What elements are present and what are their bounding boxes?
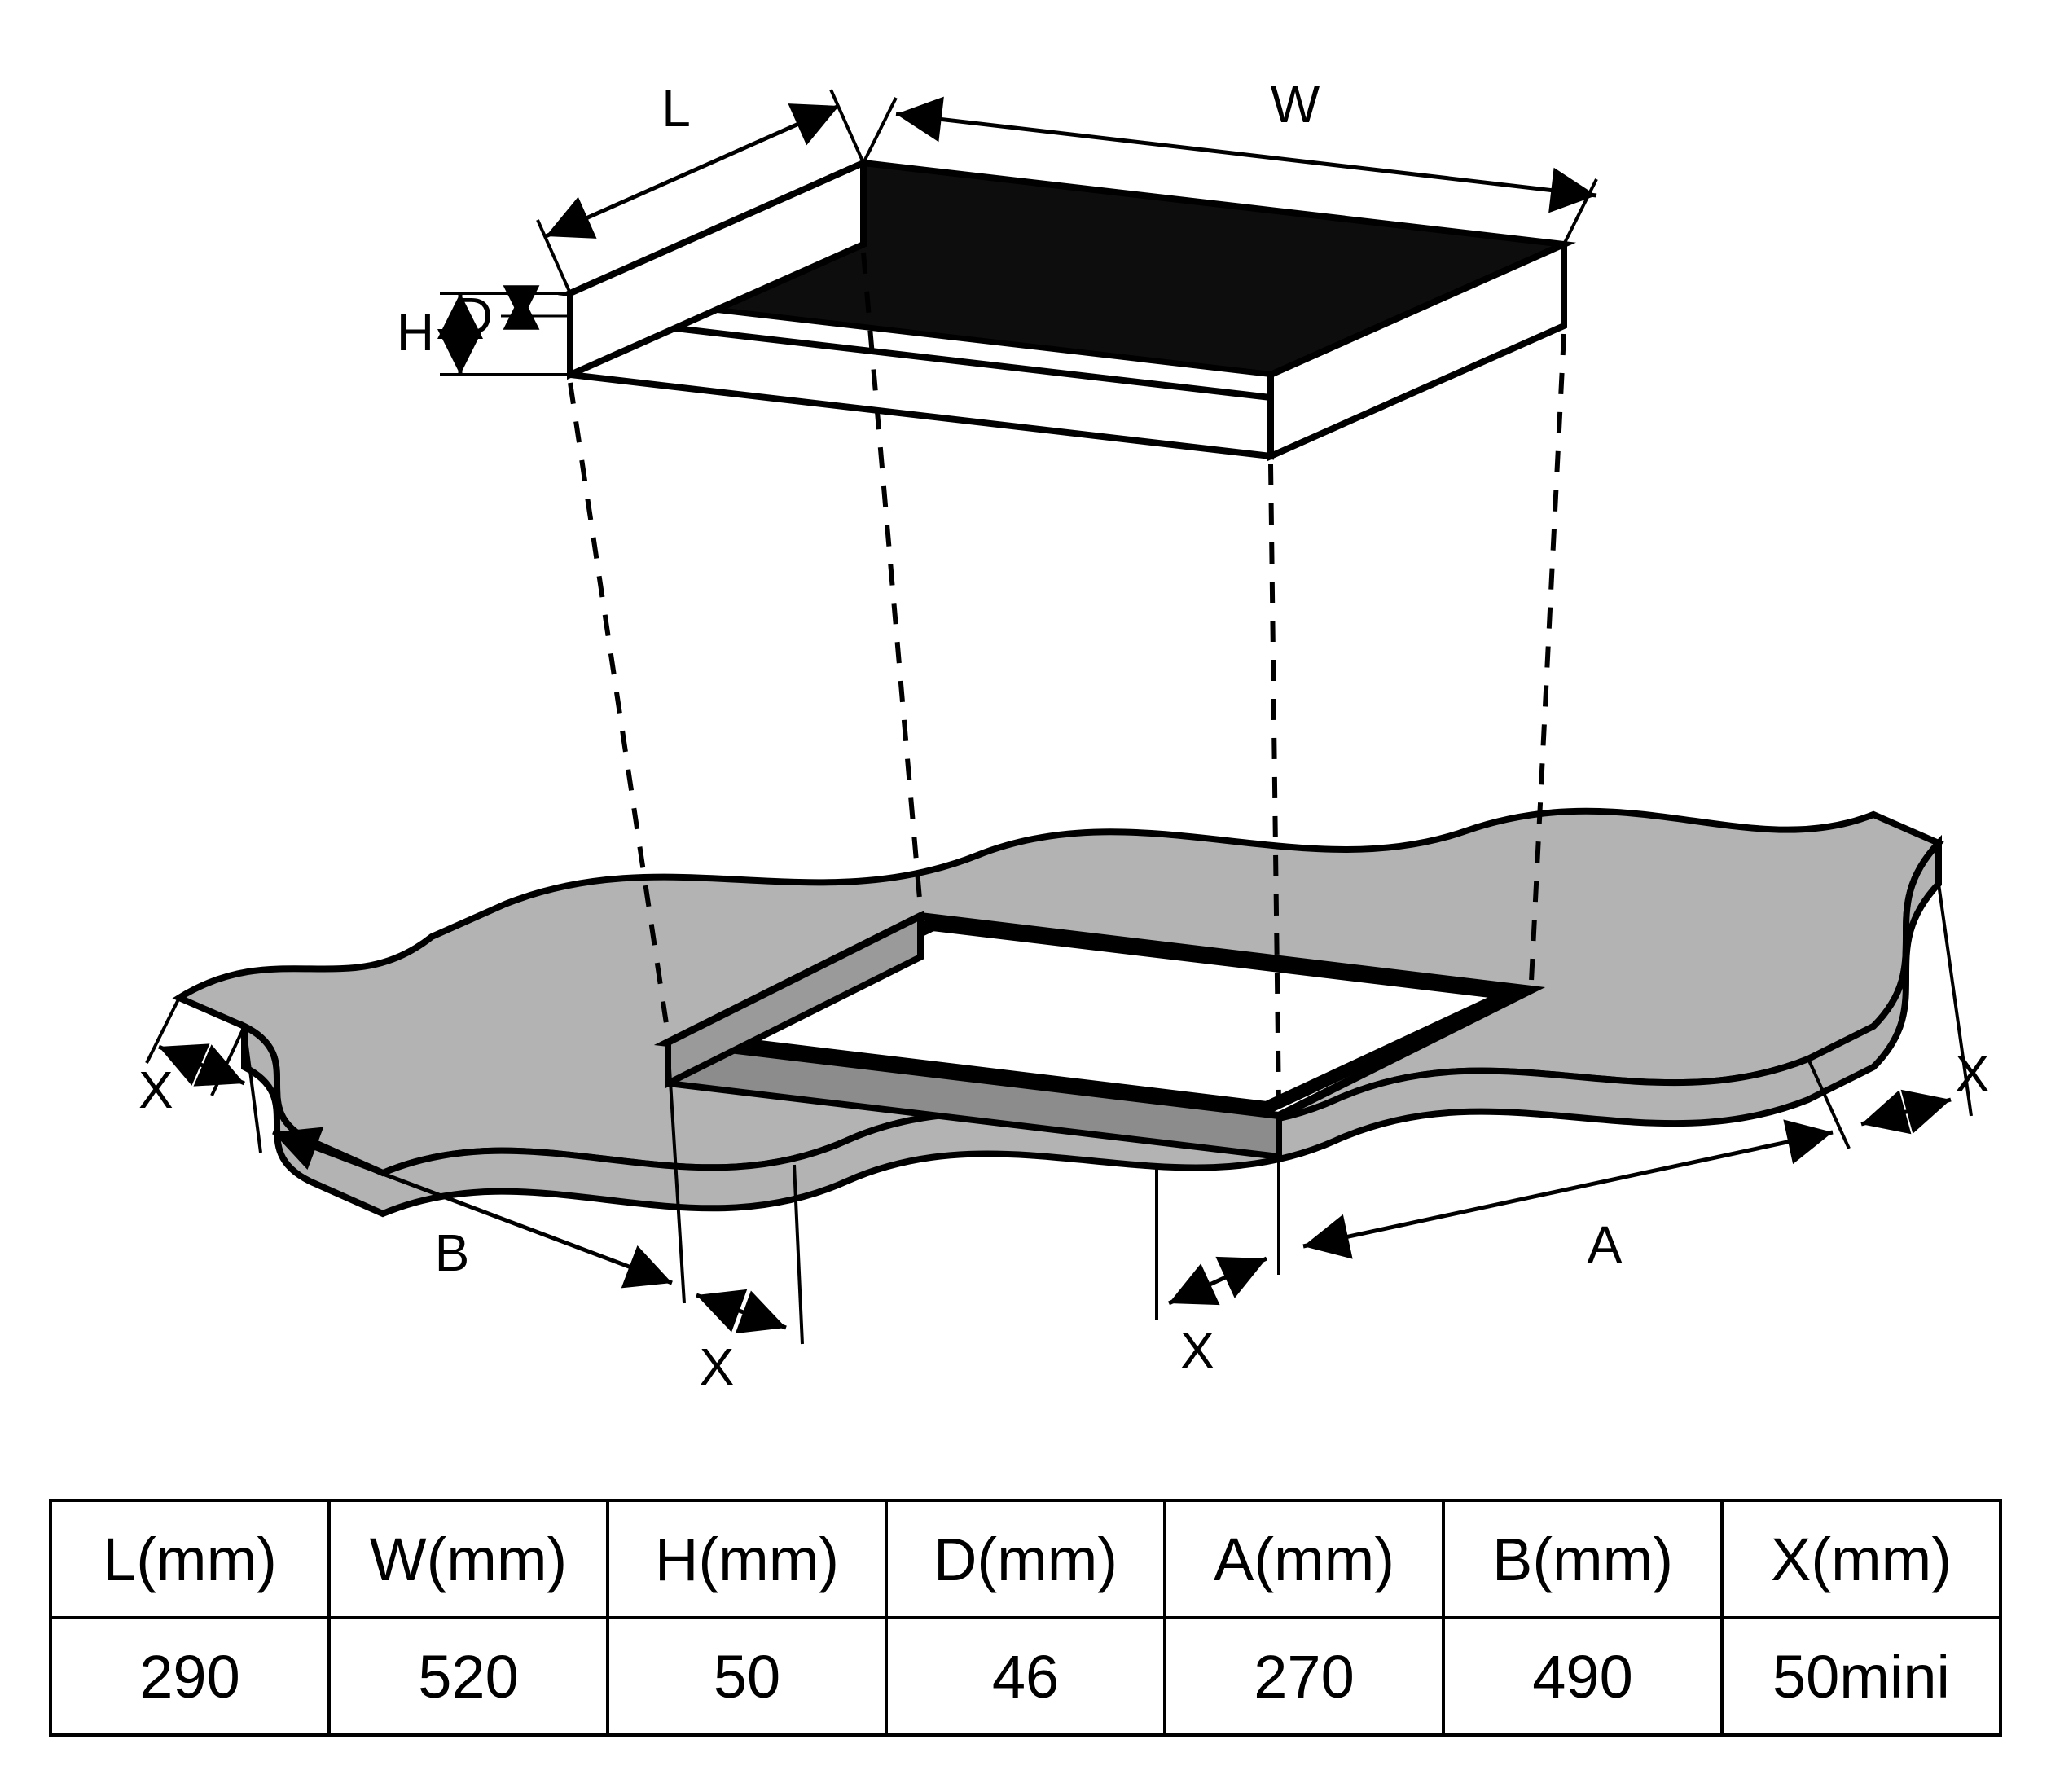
label-X-bri: X bbox=[1180, 1321, 1215, 1380]
label-D: D bbox=[455, 287, 493, 345]
label-B: B bbox=[435, 1223, 470, 1282]
cell: 490 bbox=[1443, 1618, 1722, 1735]
label-H: H bbox=[397, 303, 434, 362]
label-X-tl: X bbox=[138, 1061, 173, 1119]
col-header: X(mm) bbox=[1722, 1500, 2000, 1618]
col-header: L(mm) bbox=[51, 1500, 329, 1618]
cell: 50 bbox=[608, 1618, 886, 1735]
dimension-table: L(mm) W(mm) H(mm) D(mm) A(mm) B(mm) X(mm… bbox=[49, 1499, 2002, 1737]
installation-diagram: L W H D X B X X A bbox=[0, 0, 2051, 1466]
cell: 290 bbox=[51, 1618, 329, 1735]
col-header: D(mm) bbox=[886, 1500, 1165, 1618]
label-L: L bbox=[661, 79, 691, 138]
cell: 46 bbox=[886, 1618, 1165, 1735]
diagram-canvas: L W H D X B X X A bbox=[0, 0, 2051, 1792]
dim-line-X-bl bbox=[696, 1295, 786, 1328]
col-header: H(mm) bbox=[608, 1500, 886, 1618]
col-header: B(mm) bbox=[1443, 1500, 1722, 1618]
dim-line-X-bro bbox=[1861, 1100, 1951, 1124]
table-row: 290 520 50 46 270 490 50mini bbox=[51, 1618, 2000, 1735]
cell: 270 bbox=[1165, 1618, 1443, 1735]
table-header-row: L(mm) W(mm) H(mm) D(mm) A(mm) B(mm) X(mm… bbox=[51, 1500, 2000, 1618]
dim-line-A bbox=[1303, 1132, 1833, 1246]
cell: 520 bbox=[329, 1618, 608, 1735]
label-W: W bbox=[1271, 75, 1320, 134]
label-X-bro: X bbox=[1955, 1044, 1990, 1103]
cell: 50mini bbox=[1722, 1618, 2000, 1735]
col-header: W(mm) bbox=[329, 1500, 608, 1618]
dim-line-X-bri bbox=[1169, 1258, 1267, 1303]
label-A: A bbox=[1588, 1215, 1623, 1274]
col-header: A(mm) bbox=[1165, 1500, 1443, 1618]
label-X-bl: X bbox=[700, 1337, 735, 1396]
dimension-table-container: L(mm) W(mm) H(mm) D(mm) A(mm) B(mm) X(mm… bbox=[49, 1499, 2002, 1737]
